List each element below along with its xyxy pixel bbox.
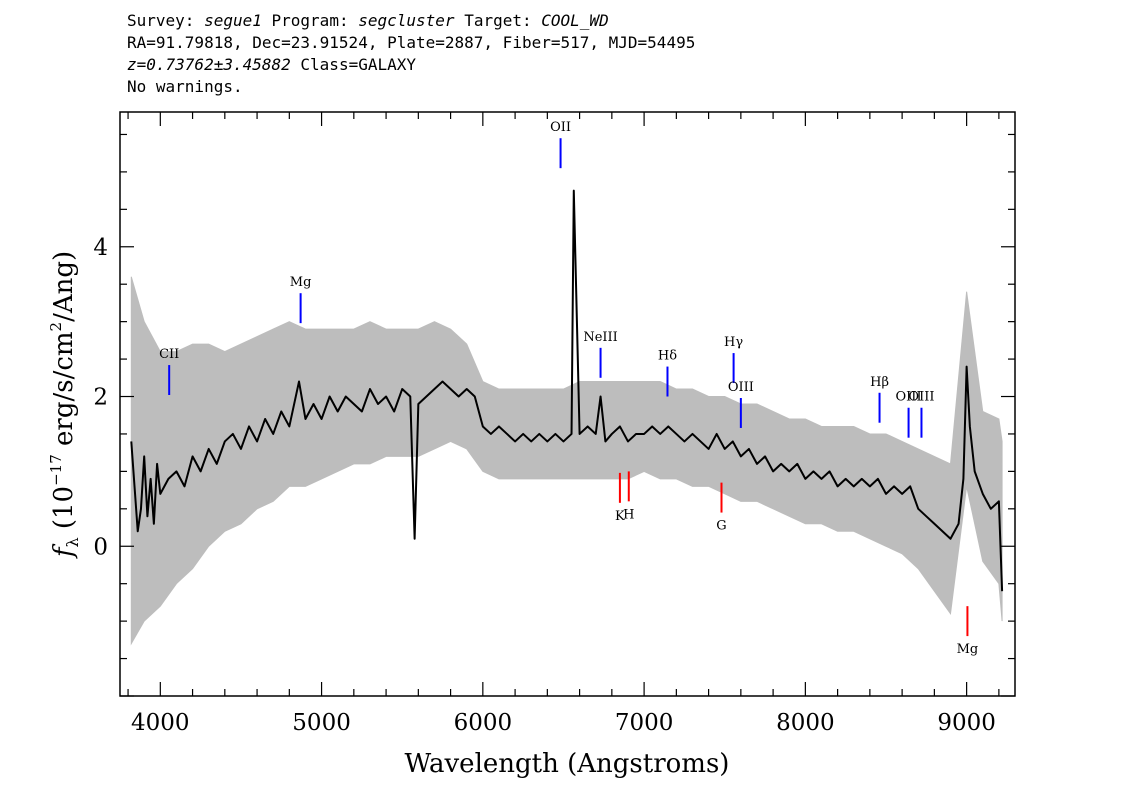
x-tick-label: 5000 [292,710,351,736]
survey-label: Survey: [127,11,195,30]
y-title-lambda: λ [63,537,82,547]
redshift-value: z=0.73762±3.45882 [127,55,291,74]
target-label: Target: [464,11,532,30]
y-tick-label: 0 [93,534,108,560]
flux-layer [130,189,1004,592]
header-line-2: RA=91.79818, Dec=23.91524, Plate=2887, F… [127,33,696,52]
plot-frame [119,111,1016,697]
line-marker-label: OIII [896,390,922,405]
line-marker-label: NeIII [583,330,617,345]
line-marker-label: CII [159,347,179,362]
line-marker-label: Hβ [870,375,889,390]
x-axis-title: Wavelength (Angstroms) [405,749,730,779]
header-line-3: z=0.73762±3.45882 Class=GALAXY [127,54,695,76]
error-envelope-layer [130,276,1003,646]
spectrum-header: Survey: segue1 Program: segcluster Targe… [127,10,695,98]
flux-line [130,189,1004,592]
header-line-4: No warnings. [127,77,243,96]
line-marker-label: Mg [957,642,979,657]
y-title-mid: erg/s/cm [49,331,79,454]
line-marker-label: OIII [728,380,754,395]
line-marker-label: OIII [908,390,934,405]
y-title-exp2: 2 [47,322,65,332]
tick-layer: 4000 5000 6000 7000 8000 9000 0 2 4 [93,112,1015,736]
x-tick-label: 7000 [615,710,674,736]
x-tick-label: 9000 [937,710,996,736]
y-axis-title: fλ (10−17 erg/s/cm2/Ang) [47,251,82,559]
survey-value: segue1 [204,11,262,30]
line-marker-label: Hδ [658,349,677,364]
line-marker-label: G [716,519,726,534]
error-envelope [130,276,1003,646]
program-value: segcluster [358,11,455,30]
class-value: Class=GALAXY [300,55,416,74]
line-marker-label: H [623,507,634,522]
target-value: COOL_WD [541,11,609,30]
program-label: Program: [271,11,349,30]
y-tick-label: 2 [93,385,108,411]
line-marker-label: Hγ [724,335,743,350]
line-marker-label: Mg [290,275,312,290]
x-tick-label: 6000 [454,710,513,736]
y-title-exp: −17 [47,454,65,486]
line-marker-label: K [615,509,625,524]
y-title-close: /Ang) [49,251,79,322]
y-tick-label: 4 [93,235,108,261]
y-title-open: (10 [49,486,79,538]
x-tick-label: 8000 [776,710,835,736]
x-tick-label: 4000 [131,710,190,736]
header-line-1: Survey: segue1 Program: segcluster Targe… [127,10,695,32]
line-marker-label: OII [550,120,571,135]
